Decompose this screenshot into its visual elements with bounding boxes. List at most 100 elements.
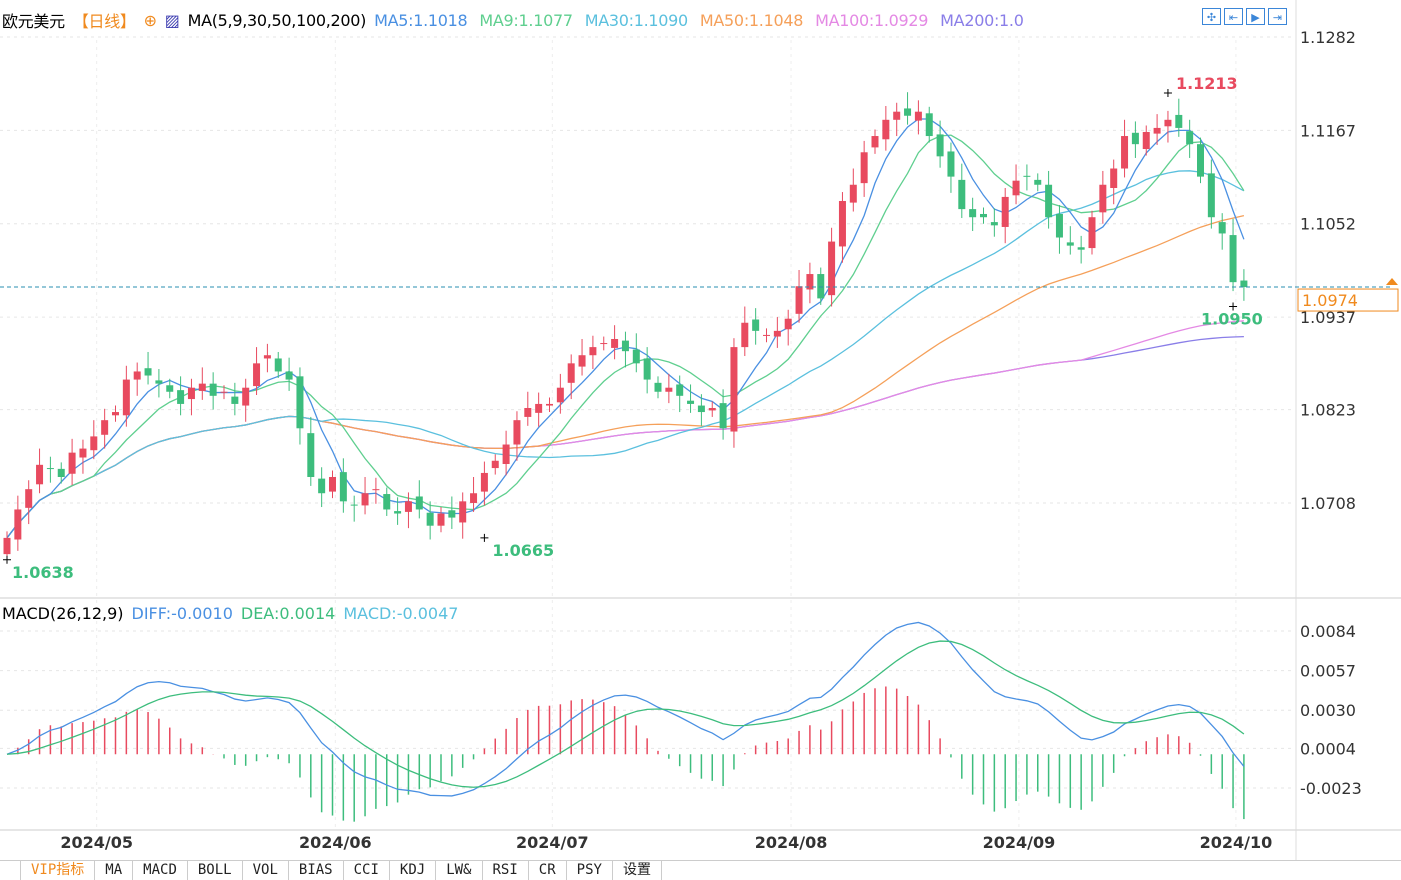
extreme-label: 1.1213 — [1176, 74, 1238, 93]
tab-RSI[interactable]: RSI — [483, 861, 529, 880]
macd-tick: 0.0004 — [1300, 739, 1356, 758]
candle-body — [144, 368, 152, 376]
candle-body — [57, 468, 65, 477]
candle-body — [773, 330, 781, 337]
candle-body — [730, 347, 738, 432]
tab-VIP指标[interactable]: VIP指标 — [21, 861, 96, 880]
macd-value: MACD:-0.0047 — [343, 604, 459, 623]
exit-icon[interactable]: ⇥ — [1268, 8, 1287, 25]
ma-value: MA9:1.1077 — [479, 10, 573, 30]
candle-body — [1218, 222, 1226, 234]
candle-body — [133, 371, 141, 380]
candle-body — [296, 376, 304, 429]
candle-body — [372, 489, 380, 491]
tab-MACD[interactable]: MACD — [133, 861, 188, 880]
play-icon[interactable]: ▶ — [1246, 8, 1265, 25]
candle-body — [1142, 131, 1150, 150]
candle-body — [936, 134, 944, 157]
candle-body — [1110, 168, 1118, 188]
candle-body — [285, 371, 293, 380]
price-tick: 1.1167 — [1300, 121, 1356, 140]
extreme-marker — [1163, 89, 1172, 98]
indicator-icon[interactable]: ▨ — [164, 10, 180, 30]
candle-body — [828, 241, 836, 296]
candle-body — [708, 407, 716, 411]
candle-body — [3, 537, 11, 555]
candle-body — [535, 403, 543, 413]
candle-body — [697, 405, 705, 413]
tab-CR[interactable]: CR — [529, 861, 567, 880]
tab-scroll[interactable] — [0, 861, 21, 880]
candle-body — [567, 363, 575, 383]
candle-body — [470, 493, 478, 503]
macd-tick: 0.0084 — [1300, 622, 1356, 641]
candle-body — [1066, 242, 1074, 246]
candle-body — [274, 358, 282, 372]
candle-body — [220, 391, 228, 393]
tab-PSY[interactable]: PSY — [567, 861, 613, 880]
tab-MA[interactable]: MA — [95, 861, 134, 880]
candle-body — [155, 380, 163, 384]
candle-body — [969, 209, 977, 218]
candle-body — [1240, 280, 1248, 288]
candle-body — [1001, 196, 1009, 227]
candle-body — [860, 152, 868, 184]
candle-body — [101, 420, 109, 435]
add-icon[interactable]: ⊕ — [143, 10, 157, 30]
candle-body — [578, 355, 586, 367]
macd-diff: DIFF:-0.0010 — [131, 604, 233, 623]
candle-body — [795, 286, 803, 314]
macd-tick: 0.0057 — [1300, 662, 1356, 681]
candle-body — [177, 390, 185, 404]
candle-body — [654, 382, 662, 392]
ma-value: MA30:1.1090 — [584, 10, 688, 30]
price-tick: 1.1052 — [1300, 215, 1356, 234]
candle-body — [849, 184, 857, 203]
candle-body — [676, 384, 684, 396]
ma-value: MA200:1.0 — [940, 10, 1024, 30]
extreme-label: 1.0638 — [12, 563, 74, 582]
candle-body — [817, 274, 825, 299]
tab-BOLL[interactable]: BOLL — [188, 861, 243, 880]
date-tick: 2024/10 — [1200, 833, 1273, 852]
ma50-line — [6, 214, 1245, 539]
indicator-tabs: VIP指标 MA MACD BOLL VOL BIAS CCI KDJ LW& RSI CR PSY 设… — [0, 860, 1401, 880]
candle-body — [1099, 184, 1107, 213]
candle-body — [426, 512, 434, 526]
candle-body — [231, 396, 239, 404]
tab-VOL[interactable]: VOL — [243, 861, 289, 880]
candle-body — [25, 489, 33, 508]
candle-body — [361, 493, 369, 506]
period-label[interactable]: 【日线】 — [72, 12, 136, 31]
extreme-marker — [1229, 302, 1238, 311]
candle-body — [687, 400, 695, 404]
price-alert-icon — [1386, 278, 1398, 286]
candle-body — [112, 412, 119, 416]
tab-LW&[interactable]: LW& — [436, 861, 483, 880]
candle-body — [893, 111, 901, 120]
candle-body — [253, 363, 261, 387]
candle-body — [513, 420, 521, 445]
tab-设置[interactable]: 设置 — [613, 861, 662, 880]
scroll-start-icon[interactable]: ⇤ — [1224, 8, 1243, 25]
candle-body — [719, 403, 727, 429]
candle-body — [741, 322, 749, 348]
candle-body — [925, 113, 933, 137]
crosshair-icon[interactable]: ✣ — [1202, 8, 1221, 25]
chart-toolbar: ✣ ⇤ ▶ ⇥ — [1202, 8, 1287, 25]
candle-body — [394, 511, 402, 514]
price-chart[interactable]: 1.1282 1.1167 1.1052 1.0937 1.0823 1.0708 0.00… — [0, 0, 1401, 860]
tab-BIAS[interactable]: BIAS — [289, 861, 344, 880]
candle-body — [632, 349, 640, 364]
candle-body — [556, 387, 564, 403]
ma5-line — [6, 118, 1245, 539]
tab-KDJ[interactable]: KDJ — [390, 861, 437, 880]
candle-body — [643, 358, 651, 380]
candle-body — [307, 433, 315, 477]
candle-body — [838, 200, 846, 247]
candle-body — [546, 403, 553, 406]
candle-body — [36, 464, 44, 485]
candle-body — [1012, 180, 1020, 196]
indicator-label[interactable]: MA(5,9,30,50,100,200) — [187, 10, 367, 30]
tab-CCI[interactable]: CCI — [344, 861, 390, 880]
